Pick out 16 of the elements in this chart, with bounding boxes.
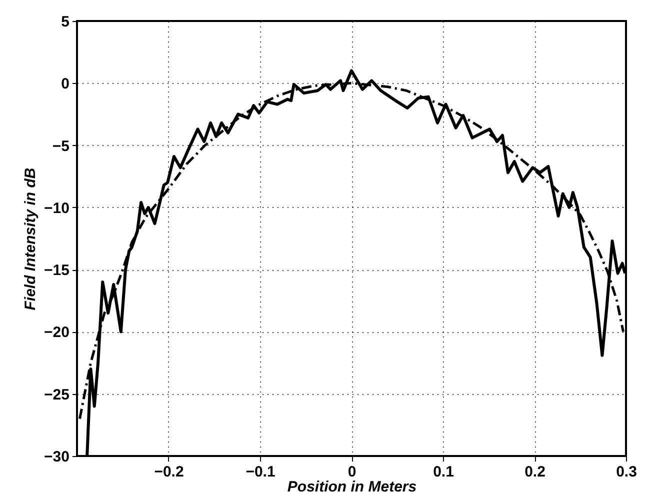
y-tick-label: −30 xyxy=(44,448,70,466)
x-axis-title: Position in Meters xyxy=(287,478,417,496)
y-tick-label: −5 xyxy=(52,138,70,155)
y-tick-label: −15 xyxy=(44,262,70,280)
x-tick-label: 0.2 xyxy=(524,464,546,480)
y-tick-label: −10 xyxy=(44,200,70,217)
x-tick-label: 0.3 xyxy=(616,464,637,480)
y-tick-label: −25 xyxy=(44,386,70,404)
y-tick-label: 0 xyxy=(61,76,70,93)
x-tick-label: −0.1 xyxy=(246,464,276,480)
y-axis-title: Field Intensity in dB xyxy=(22,168,40,310)
x-tick-label: 0 xyxy=(348,464,356,480)
y-tick-label: −20 xyxy=(44,324,70,342)
x-tick-label: 0.1 xyxy=(433,464,454,480)
y-tick-label: 5 xyxy=(61,14,70,30)
x-tick-label: −0.2 xyxy=(154,464,184,480)
